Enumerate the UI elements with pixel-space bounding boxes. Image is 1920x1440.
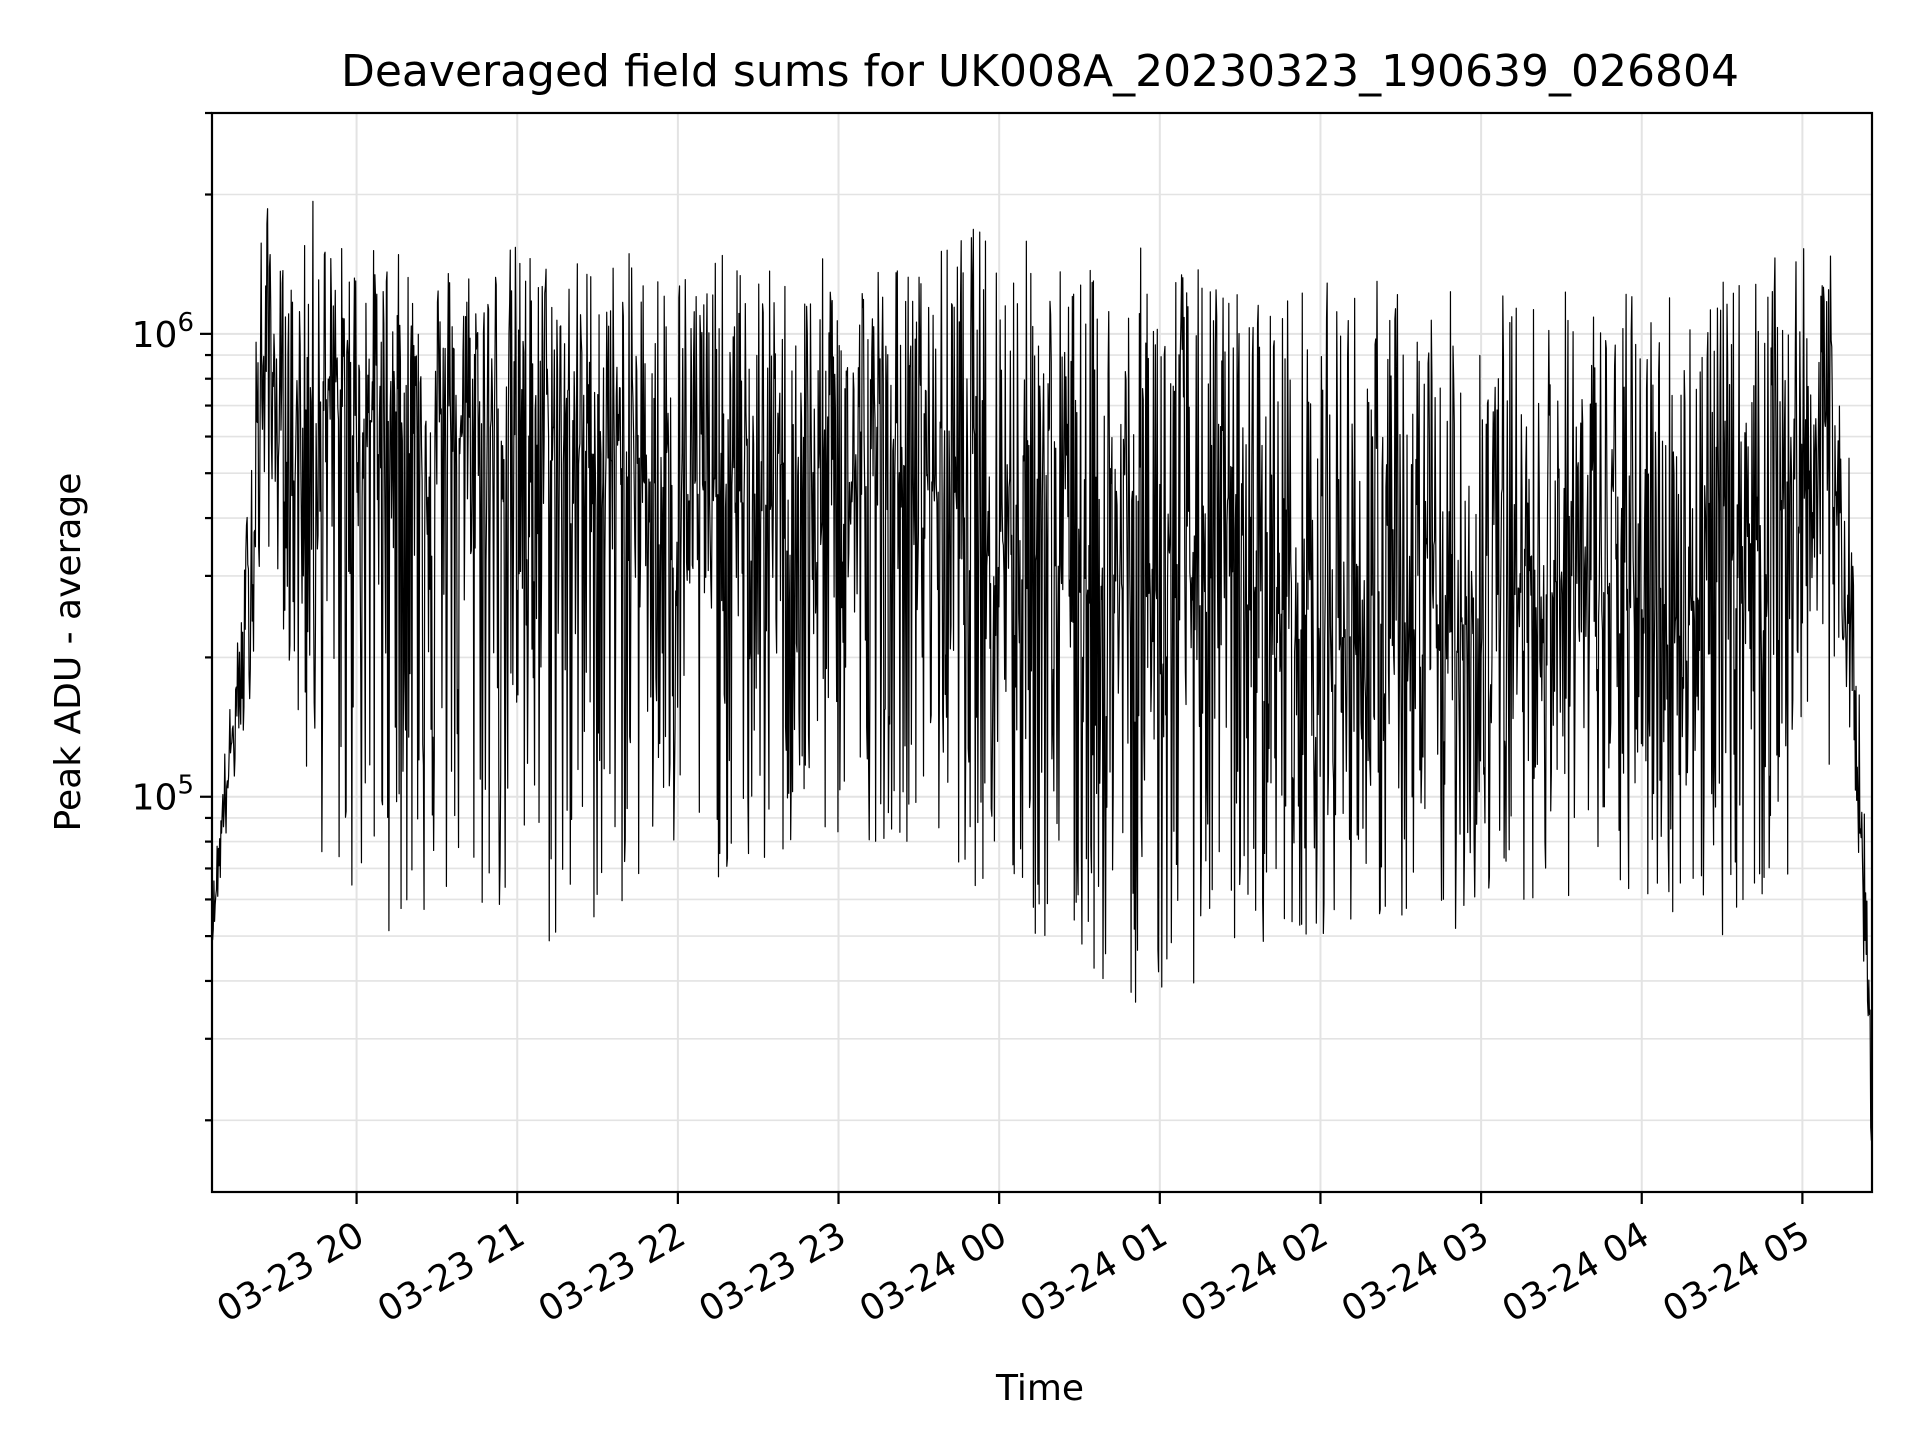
x-axis-label: Time: [995, 1368, 1084, 1409]
series-layer: [211, 200, 1873, 1141]
y-tick-base: 10: [132, 778, 178, 819]
x-tick-label: 03-24 03: [1335, 1214, 1496, 1330]
chart-title: Deaveraged field sums for UK008A_2023032…: [341, 46, 1739, 97]
x-tick-label: 03-24 01: [1014, 1214, 1175, 1330]
x-tick-label: 03-23 21: [371, 1214, 532, 1330]
y-tick-label: 105: [132, 771, 194, 819]
y-tick-label: 106: [132, 308, 194, 356]
plot-frame: [210, 111, 1874, 1194]
series-line: [211, 200, 1873, 1141]
y-tick-base: 10: [132, 315, 178, 356]
y-axis-label: Peak ADU - average: [48, 473, 89, 832]
x-tick-label: 03-24 05: [1656, 1214, 1817, 1330]
y-tick-exponent: 6: [177, 308, 194, 338]
y-tick-exponent: 5: [177, 771, 194, 801]
x-tick-label: 03-23 20: [210, 1214, 371, 1330]
x-tick-label: 03-23 22: [532, 1214, 693, 1330]
x-axis: 03-23 20 03-23 21 03-23 22 03-23 23 03-24 00…: [210, 1192, 1817, 1331]
x-tick-label: 03-24 02: [1174, 1214, 1335, 1330]
x-tick-label: 03-23 23: [692, 1214, 853, 1330]
x-tick-label: 03-24 04: [1496, 1214, 1657, 1330]
x-tick-label: 03-24 00: [853, 1214, 1014, 1330]
